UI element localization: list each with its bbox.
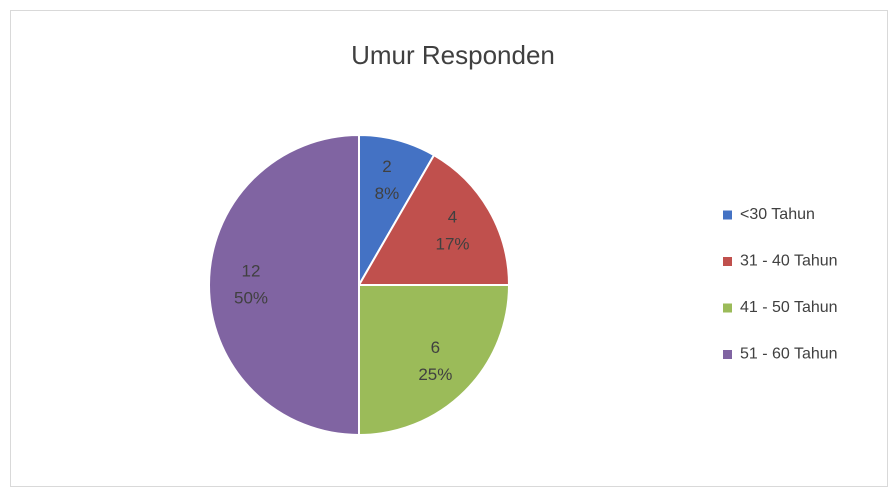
pie-slice [208,133,360,437]
percent-label: 25% [418,365,452,384]
legend-swatch [723,303,732,313]
legend-label: 31 - 40 Tahun [740,253,838,270]
percent-label: 8% [375,184,400,203]
data-label: 12 [242,261,261,280]
data-label: 6 [431,338,440,357]
pie-slice [357,153,511,286]
data-label: 2 [382,157,391,176]
legend-label: <30 Tahun [740,206,815,223]
legend-label: 41 - 50 Tahun [740,299,838,316]
legend: <30 Tahun 31 - 40 Tahun 41 - 50 Tahun 51 - … [723,206,838,363]
legend-swatch [723,210,732,220]
percent-label: 17% [436,234,470,253]
legend-label: 51 - 60 Tahun [740,346,838,363]
percent-label: 50% [234,288,268,307]
data-label: 4 [448,207,457,226]
chart-title: Umur Responden [351,40,555,70]
pie-slice [358,284,511,437]
legend-swatch [723,257,732,266]
pie [208,133,511,437]
legend-swatch [723,350,732,359]
data-labels: 2 8% 4 17% 6 25% 12 50% [234,157,470,384]
